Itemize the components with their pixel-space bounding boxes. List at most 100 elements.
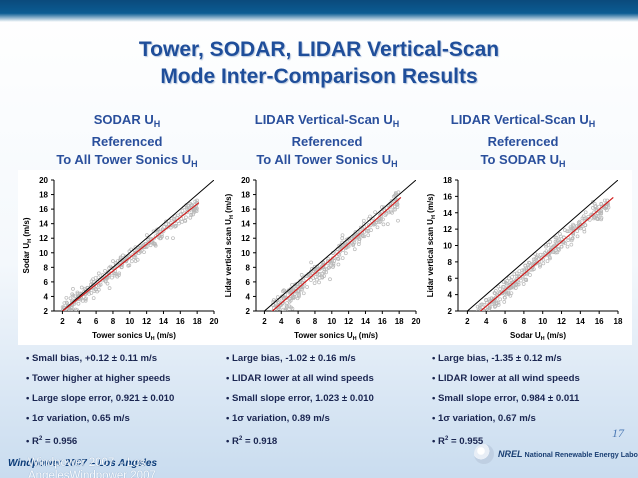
data-point: [130, 259, 134, 264]
one-to-one-line: [263, 180, 416, 311]
x-tick-label: 12: [344, 317, 353, 326]
x-tick-label: 20: [412, 317, 421, 326]
data-point: [282, 309, 286, 311]
data-point: [524, 277, 528, 282]
data-point: [146, 238, 150, 242]
panel-3-heading: LIDAR Vertical-Scan UH Referenced To SOD…: [418, 111, 628, 173]
data-point: [371, 222, 376, 227]
data-point: [517, 269, 522, 274]
data-point: [356, 232, 361, 237]
data-point: [320, 274, 325, 279]
x-tick-label: 4: [77, 317, 82, 326]
data-point: [583, 210, 588, 215]
y-tick-label: 2: [44, 307, 49, 316]
data-point: [496, 300, 501, 305]
panel-1-heading-line-3: To All Tower Sonics U: [56, 152, 192, 167]
data-point: [154, 228, 159, 232]
panel-3-heading-line-3: To SODAR U: [480, 152, 559, 167]
y-tick-label: 10: [241, 249, 250, 258]
panel-1-bullet-1: Small bias, +0.12 ± 0.11 m/s: [26, 352, 226, 372]
data-point: [501, 280, 506, 284]
data-point: [532, 260, 537, 265]
panel-3-chart-svg: 2 4 6 8 10 12 14 16 18 2 4 6 8 10 12 14 16 18 Sodar UH (m/…: [426, 176, 623, 342]
panel-2-heading-line-3: To All Tower Sonics U: [256, 152, 392, 167]
data-point: [493, 289, 498, 293]
data-point: [105, 281, 110, 286]
data-point: [65, 316, 68, 319]
data-point: [484, 300, 489, 305]
data-point: [591, 212, 595, 217]
panel-1-heading-sub-3: H: [191, 159, 198, 169]
panel-1-heading-line-1: SODAR U: [93, 112, 154, 127]
data-point: [379, 217, 383, 221]
data-point: [328, 277, 332, 282]
data-point: [583, 223, 587, 227]
data-point: [599, 211, 604, 216]
data-point: [272, 316, 275, 319]
data-point: [593, 204, 598, 208]
data-point: [309, 260, 313, 265]
y-tick-label: 14: [39, 220, 48, 229]
data-point: [289, 305, 293, 310]
data-point: [132, 249, 137, 253]
data-point: [602, 198, 607, 203]
y-tick-label: 6: [448, 274, 453, 283]
data-point: [106, 269, 111, 274]
y-tick-label: 4: [44, 292, 49, 301]
panel-1-r2-prefix: R: [32, 436, 39, 448]
y-axis-label: Lidar vertical scan UH (m/s): [224, 193, 235, 297]
data-point: [271, 312, 274, 315]
data-point: [393, 207, 397, 212]
x-tick-label: 16: [595, 317, 604, 326]
data-point: [64, 300, 69, 305]
panel-3-bullet-3: Small slope error, 0.984 ± 0.011: [432, 392, 632, 412]
data-point: [490, 301, 495, 306]
data-point: [123, 254, 128, 259]
data-point: [515, 274, 520, 279]
data-point: [272, 310, 274, 311]
data-point: [569, 226, 574, 231]
data-point: [545, 259, 550, 263]
panel-3-bullet-4: 1σ variation, 0.67 m/s: [432, 412, 632, 432]
data-point: [351, 242, 356, 246]
data-point: [586, 217, 590, 221]
y-axis-label: Sodar UH (m/s): [22, 217, 33, 273]
x-axis-label: Sodar UH (m/s): [510, 331, 566, 342]
panel-3-bullet-1: Large bias, -1.35 ± 0.12 m/s: [432, 352, 632, 372]
data-point: [288, 298, 293, 303]
data-point: [503, 295, 507, 300]
data-point: [104, 278, 108, 283]
x-tick-label: 2: [60, 317, 65, 326]
data-point: [380, 205, 384, 209]
data-point: [301, 291, 306, 296]
panel-3-bullets: Large bias, -1.35 ± 0.12 m/s LIDAR lower…: [432, 352, 632, 452]
data-point: [576, 225, 581, 230]
panel-2-chart: 2 4 6 8 10 12 14 16 18 20 2 4 6 8 10 12 14 16 18 20 Tower so…: [220, 170, 430, 345]
x-tick-label: 14: [361, 317, 370, 326]
data-point: [120, 265, 124, 269]
data-point: [317, 280, 321, 285]
data-point: [330, 256, 335, 261]
data-point: [565, 244, 570, 249]
data-point: [96, 271, 101, 276]
footer-overlay-text: Windpower 2007 – Los AngelesWindpower 20…: [28, 457, 156, 478]
data-point: [385, 222, 390, 226]
data-point: [571, 222, 575, 227]
data-point: [159, 234, 164, 239]
data-point: [475, 315, 478, 318]
data-point: [562, 228, 567, 232]
y-axis-label: Lidar vertical scan UH (m/s): [426, 193, 437, 297]
data-point: [575, 234, 580, 239]
data-point: [66, 312, 69, 315]
data-point: [601, 203, 606, 208]
data-point: [575, 229, 580, 233]
data-point: [144, 233, 149, 237]
x-tick-label: 10: [538, 317, 547, 326]
data-point: [293, 282, 298, 287]
data-point: [191, 207, 196, 212]
data-point: [387, 210, 391, 215]
data-point: [298, 280, 303, 285]
data-point: [597, 204, 602, 209]
title-line-2: Mode Inter-Comparison Results: [160, 65, 478, 88]
data-point: [111, 259, 115, 263]
